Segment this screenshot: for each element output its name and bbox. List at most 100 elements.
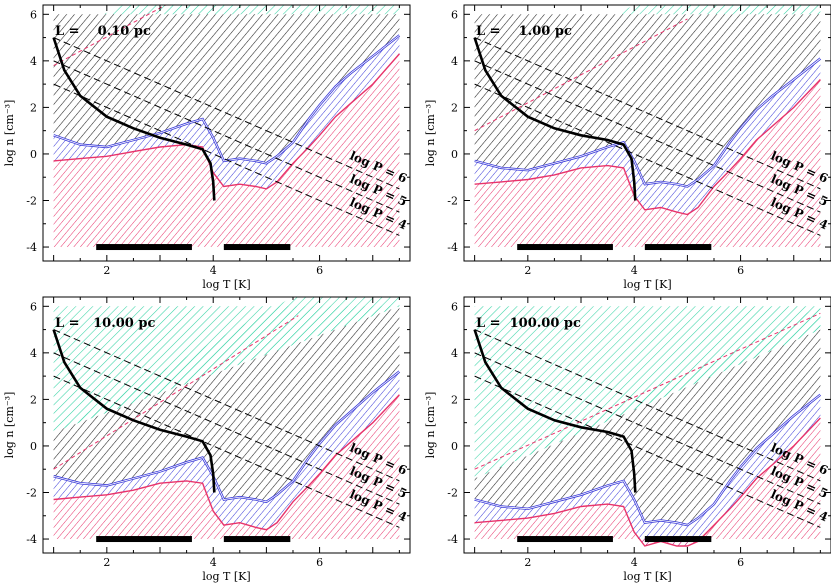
cooling-track-curve [52,37,216,201]
pink-dashed-line [53,315,299,470]
range-bar-2 [223,244,291,251]
y-tick-label: 2 [451,101,458,114]
y-tick-label: -4 [26,533,37,546]
blue-hatch-band [474,58,821,215]
y-tick-label: 0 [451,440,458,453]
y-tick-label: -4 [447,241,458,254]
range-bar-1 [517,244,613,251]
isobar-line-6 [53,37,400,190]
y-tick-label: 2 [30,101,37,114]
isobar-line-4 [474,375,821,528]
panel-frame [42,4,411,262]
green-hatch-region [53,5,400,15]
y-axis-title: log n [cm⁻³] [424,392,437,459]
isobar-line-6 [474,329,821,482]
green-hatch-region-upper [53,306,400,432]
isobar-line-6 [474,37,821,190]
black-hatch-region [474,329,821,526]
blue-boundary-inner [474,58,821,187]
pink-dashed-line [53,5,167,66]
x-tick-label: 2 [103,556,110,569]
range-bar-1 [517,536,613,543]
isobar-line-4 [474,83,821,236]
pink-boundary-line [474,417,821,547]
pink-hatch-region [53,394,400,539]
x-tick-label: 6 [316,264,323,277]
blue-boundary-inner [474,394,821,526]
green-hatch-region [474,5,821,15]
y-tick-label: 0 [30,148,37,161]
pink-dashed-line [474,18,688,132]
y-tick-label: -2 [447,486,458,499]
y-tick-label: -4 [26,241,37,254]
x-tick-label: 4 [631,556,638,569]
y-axis-title: log n [cm⁻³] [3,100,16,167]
y-tick-label: 6 [30,8,37,21]
black-hatch-region [474,14,821,187]
range-bar-2 [223,536,291,543]
isobar-line-5 [53,352,400,505]
x-axis-title: log T [K] [623,570,671,583]
y-tick-label: -2 [26,194,37,207]
y-tick-label: 0 [30,440,37,453]
panel-title: L = 10.00 pc [55,316,155,331]
blue-hatch-band [53,35,400,189]
range-bar-2 [644,536,712,543]
x-tick-label: 2 [524,556,531,569]
panel-frame [42,296,411,554]
panel-frame [463,4,831,262]
y-tick-label: 0 [451,148,458,161]
range-bar-1 [96,244,192,251]
isobar-line-6 [53,329,400,482]
pink-boundary-line [53,53,400,190]
y-axis-title: log n [cm⁻³] [424,100,437,167]
isobar-line-5 [53,60,400,213]
x-tick-label: 4 [210,264,217,277]
x-tick-label: 6 [316,556,323,569]
panel-title: L = 100.00 pc [476,316,581,331]
pink-dashed-line [474,312,821,470]
x-axis-title: log T [K] [202,570,250,583]
x-tick-label: 6 [737,264,744,277]
black-hatch-region [53,306,400,502]
x-tick-label: 6 [737,556,744,569]
pink-boundary-line [53,394,400,531]
panel-frame [463,296,831,554]
x-axis-title: log T [K] [623,278,671,291]
pink-hatch-region [474,418,821,546]
isobar-line-4 [53,375,400,528]
y-tick-label: 6 [451,8,458,21]
x-axis-title: log T [K] [202,278,250,291]
x-tick-label: 2 [103,264,110,277]
cooling-track-curve [52,329,216,493]
blue-boundary-inner [53,34,400,164]
blue-hatch-band [474,394,821,546]
y-tick-label: 2 [451,393,458,406]
pink-hatch-region [474,79,821,247]
y-tick-label: 2 [30,393,37,406]
y-tick-label: 4 [451,55,458,68]
y-tick-label: 4 [30,347,37,360]
cooling-track-curve [473,329,637,493]
x-tick-label: 4 [210,556,217,569]
y-tick-label: -2 [26,486,37,499]
panel-title: L = 0.10 pc [55,24,151,39]
y-tick-label: 6 [30,300,37,313]
y-tick-label: -4 [447,533,458,546]
x-tick-label: 2 [524,264,531,277]
pink-boundary-line [474,79,821,216]
green-hatch-region-upper [474,306,821,479]
y-tick-label: -2 [447,194,458,207]
y-axis-title: log n [cm⁻³] [3,392,16,459]
black-hatch-region [53,14,400,164]
range-bar-2 [644,244,712,251]
cooling-track-curve [473,37,637,201]
